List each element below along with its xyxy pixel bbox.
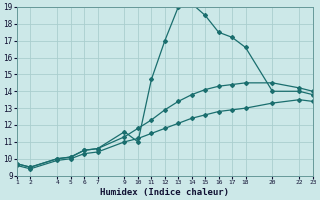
X-axis label: Humidex (Indice chaleur): Humidex (Indice chaleur) [100, 188, 229, 197]
